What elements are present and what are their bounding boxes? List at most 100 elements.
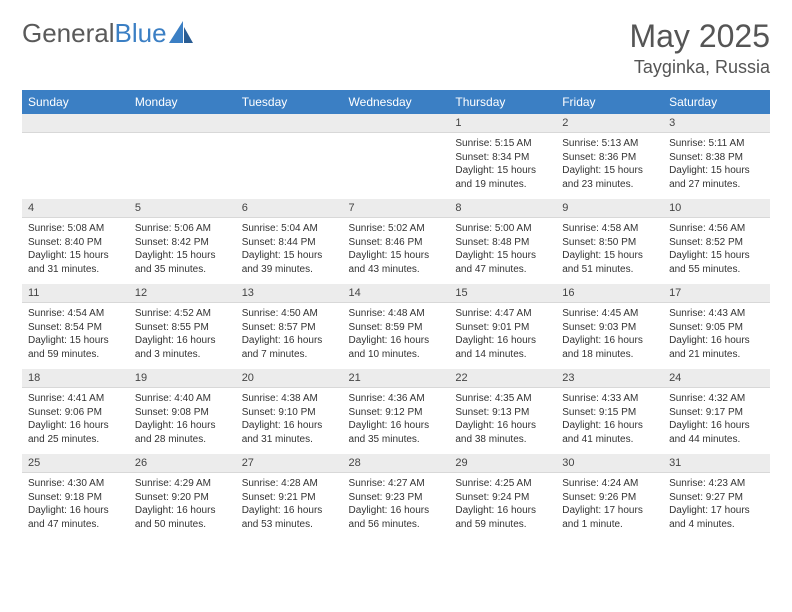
day-info-line: Sunrise: 4:32 AM xyxy=(669,392,764,406)
day-info-line: Sunset: 8:55 PM xyxy=(135,321,230,335)
day-info-line: Sunrise: 5:02 AM xyxy=(349,222,444,236)
day-cell xyxy=(129,133,236,199)
day-info-line: Daylight: 15 hours and 35 minutes. xyxy=(135,249,230,276)
day-info-line: Sunset: 9:12 PM xyxy=(349,406,444,420)
day-cell: Sunrise: 4:52 AMSunset: 8:55 PMDaylight:… xyxy=(129,303,236,369)
day-cell: Sunrise: 4:28 AMSunset: 9:21 PMDaylight:… xyxy=(236,473,343,539)
day-info-line: Sunset: 9:24 PM xyxy=(455,491,550,505)
day-info-line: Sunrise: 4:48 AM xyxy=(349,307,444,321)
day-cell: Sunrise: 5:13 AMSunset: 8:36 PMDaylight:… xyxy=(556,133,663,199)
day-info-line: Sunrise: 5:06 AM xyxy=(135,222,230,236)
day-cell: Sunrise: 4:56 AMSunset: 8:52 PMDaylight:… xyxy=(663,218,770,284)
weekday-header: Saturday xyxy=(663,90,770,114)
day-cell: Sunrise: 4:47 AMSunset: 9:01 PMDaylight:… xyxy=(449,303,556,369)
day-info-line: Daylight: 16 hours and 47 minutes. xyxy=(28,504,123,531)
day-info-line: Sunrise: 4:28 AM xyxy=(242,477,337,491)
day-info-line: Daylight: 16 hours and 59 minutes. xyxy=(455,504,550,531)
day-info-line: Sunset: 9:15 PM xyxy=(562,406,657,420)
day-number: 20 xyxy=(236,369,343,388)
day-info-line: Daylight: 16 hours and 10 minutes. xyxy=(349,334,444,361)
day-number: 25 xyxy=(22,454,129,473)
day-info-line: Sunset: 9:08 PM xyxy=(135,406,230,420)
day-info-line: Daylight: 16 hours and 56 minutes. xyxy=(349,504,444,531)
day-number: 24 xyxy=(663,369,770,388)
weekday-header: Friday xyxy=(556,90,663,114)
day-info-line: Sunset: 9:27 PM xyxy=(669,491,764,505)
day-cell: Sunrise: 5:04 AMSunset: 8:44 PMDaylight:… xyxy=(236,218,343,284)
day-info-line: Daylight: 15 hours and 55 minutes. xyxy=(669,249,764,276)
day-info-line: Daylight: 16 hours and 3 minutes. xyxy=(135,334,230,361)
day-info-line: Daylight: 16 hours and 41 minutes. xyxy=(562,419,657,446)
day-info-line: Sunset: 8:34 PM xyxy=(455,151,550,165)
day-info-line: Sunset: 8:46 PM xyxy=(349,236,444,250)
day-info-line: Daylight: 16 hours and 28 minutes. xyxy=(135,419,230,446)
day-number: 13 xyxy=(236,284,343,303)
day-number: 4 xyxy=(22,199,129,218)
weekday-header: Tuesday xyxy=(236,90,343,114)
day-info-line: Sunset: 8:50 PM xyxy=(562,236,657,250)
day-number: 29 xyxy=(449,454,556,473)
day-info-line: Sunset: 9:17 PM xyxy=(669,406,764,420)
day-cell: Sunrise: 4:23 AMSunset: 9:27 PMDaylight:… xyxy=(663,473,770,539)
day-cell: Sunrise: 5:02 AMSunset: 8:46 PMDaylight:… xyxy=(343,218,450,284)
day-info-line: Daylight: 16 hours and 18 minutes. xyxy=(562,334,657,361)
day-number: 5 xyxy=(129,199,236,218)
day-info-line: Sunrise: 4:40 AM xyxy=(135,392,230,406)
day-info-line: Sunrise: 5:11 AM xyxy=(669,137,764,151)
day-info-line: Sunset: 9:10 PM xyxy=(242,406,337,420)
day-number: 21 xyxy=(343,369,450,388)
weekday-header: Sunday xyxy=(22,90,129,114)
day-info-line: Sunrise: 5:15 AM xyxy=(455,137,550,151)
day-content-row: Sunrise: 4:54 AMSunset: 8:54 PMDaylight:… xyxy=(22,303,770,369)
day-info-line: Daylight: 16 hours and 21 minutes. xyxy=(669,334,764,361)
day-info-line: Daylight: 15 hours and 59 minutes. xyxy=(28,334,123,361)
day-number: 15 xyxy=(449,284,556,303)
day-info-line: Sunset: 9:06 PM xyxy=(28,406,123,420)
day-content-row: Sunrise: 5:08 AMSunset: 8:40 PMDaylight:… xyxy=(22,218,770,284)
day-number: 27 xyxy=(236,454,343,473)
daynum-row: 25262728293031 xyxy=(22,454,770,473)
weekday-header: Thursday xyxy=(449,90,556,114)
day-number: 2 xyxy=(556,114,663,133)
logo: GeneralBlue xyxy=(22,18,195,49)
day-cell: Sunrise: 4:24 AMSunset: 9:26 PMDaylight:… xyxy=(556,473,663,539)
day-info-line: Sunrise: 5:00 AM xyxy=(455,222,550,236)
title-block: May 2025 Tayginka, Russia xyxy=(629,18,770,78)
day-info-line: Daylight: 15 hours and 19 minutes. xyxy=(455,164,550,191)
day-cell: Sunrise: 5:00 AMSunset: 8:48 PMDaylight:… xyxy=(449,218,556,284)
day-info-line: Sunrise: 4:23 AM xyxy=(669,477,764,491)
day-number: 16 xyxy=(556,284,663,303)
day-info-line: Sunset: 8:54 PM xyxy=(28,321,123,335)
day-info-line: Sunset: 8:38 PM xyxy=(669,151,764,165)
weekday-header: Monday xyxy=(129,90,236,114)
day-info-line: Sunrise: 4:52 AM xyxy=(135,307,230,321)
day-cell: Sunrise: 4:38 AMSunset: 9:10 PMDaylight:… xyxy=(236,388,343,454)
day-cell: Sunrise: 5:06 AMSunset: 8:42 PMDaylight:… xyxy=(129,218,236,284)
logo-text-gray: General xyxy=(22,18,115,49)
day-cell: Sunrise: 4:43 AMSunset: 9:05 PMDaylight:… xyxy=(663,303,770,369)
day-number: 3 xyxy=(663,114,770,133)
day-number: 30 xyxy=(556,454,663,473)
day-info-line: Sunrise: 4:36 AM xyxy=(349,392,444,406)
day-info-line: Sunrise: 4:58 AM xyxy=(562,222,657,236)
day-number: 6 xyxy=(236,199,343,218)
day-info-line: Daylight: 15 hours and 39 minutes. xyxy=(242,249,337,276)
day-info-line: Sunset: 8:52 PM xyxy=(669,236,764,250)
day-info-line: Sunset: 9:21 PM xyxy=(242,491,337,505)
day-info-line: Sunrise: 4:27 AM xyxy=(349,477,444,491)
calendar: SundayMondayTuesdayWednesdayThursdayFrid… xyxy=(22,90,770,539)
day-cell: Sunrise: 4:32 AMSunset: 9:17 PMDaylight:… xyxy=(663,388,770,454)
day-content-row: Sunrise: 4:41 AMSunset: 9:06 PMDaylight:… xyxy=(22,388,770,454)
day-cell: Sunrise: 4:25 AMSunset: 9:24 PMDaylight:… xyxy=(449,473,556,539)
day-number: 19 xyxy=(129,369,236,388)
day-number: 10 xyxy=(663,199,770,218)
day-number: 12 xyxy=(129,284,236,303)
day-number xyxy=(129,114,236,133)
day-info-line: Sunrise: 4:24 AM xyxy=(562,477,657,491)
calendar-header-row: SundayMondayTuesdayWednesdayThursdayFrid… xyxy=(22,90,770,114)
day-info-line: Sunrise: 5:13 AM xyxy=(562,137,657,151)
day-info-line: Sunset: 9:23 PM xyxy=(349,491,444,505)
day-number: 28 xyxy=(343,454,450,473)
day-info-line: Sunrise: 4:50 AM xyxy=(242,307,337,321)
day-cell: Sunrise: 4:45 AMSunset: 9:03 PMDaylight:… xyxy=(556,303,663,369)
